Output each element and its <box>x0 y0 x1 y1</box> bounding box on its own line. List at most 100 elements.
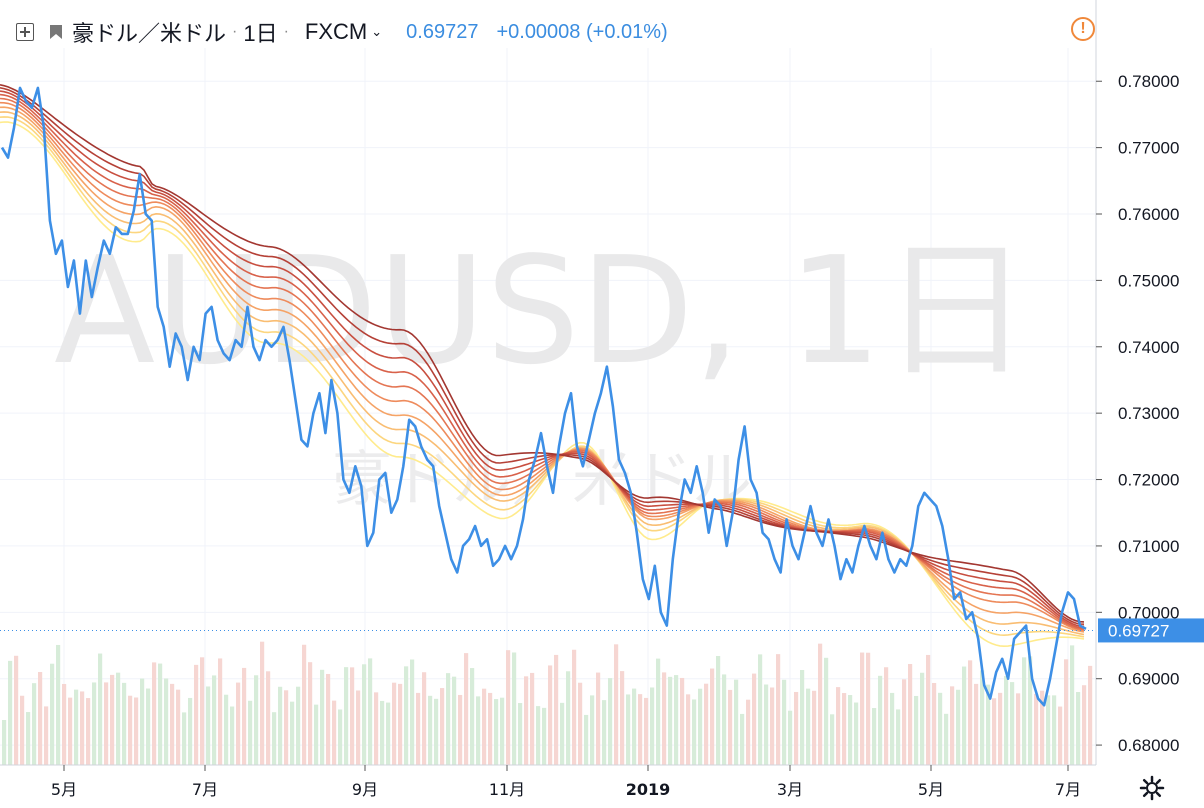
volume-bar <box>314 704 319 765</box>
volume-bar <box>164 678 169 765</box>
volume-bar <box>908 663 913 765</box>
x-tick-label: 5月 <box>918 780 944 799</box>
volume-bar <box>710 668 715 765</box>
y-tick-label: 0.69000 <box>1118 670 1179 689</box>
volume-bar <box>638 694 643 765</box>
volume-bar <box>770 687 775 765</box>
volume-bar <box>860 652 865 765</box>
x-tick-label: 5月 <box>51 780 77 799</box>
volume-bar <box>716 656 721 765</box>
volume-bar <box>974 683 979 765</box>
price-line[interactable] <box>0 86 1087 707</box>
volume-bar <box>494 699 499 765</box>
volume-bar <box>290 701 295 765</box>
chart-header: 豪ドル／米ドル · 1日 · FXCM ⌄ 0.69727 +0.00008 (… <box>16 14 668 50</box>
volume-bar <box>692 699 697 765</box>
volume-bar <box>962 666 967 765</box>
volume-bar <box>602 700 607 765</box>
volume-bar <box>68 697 73 765</box>
volume-bar <box>116 672 121 765</box>
chevron-down-icon[interactable]: ⌄ <box>371 24 383 39</box>
volume-bar <box>662 672 667 765</box>
volume-bar <box>944 713 949 765</box>
volume-bar <box>470 668 475 765</box>
volume-bar <box>824 657 829 765</box>
volume-bar <box>524 676 529 765</box>
volume-bar <box>98 653 103 765</box>
volume-bar <box>584 714 589 765</box>
gear-icon[interactable] <box>1138 774 1166 802</box>
volume-bar <box>1088 665 1093 765</box>
volume-bar <box>752 673 757 765</box>
x-tick-label: 7月 <box>192 780 218 799</box>
volume-bar <box>896 709 901 765</box>
y-tick-label: 0.73000 <box>1118 404 1179 423</box>
volume-bar <box>902 679 907 765</box>
volume-bar <box>284 690 289 765</box>
volume-bar <box>200 657 205 765</box>
volume-bar <box>1004 676 1009 765</box>
volume-bar <box>122 682 127 765</box>
volume-bar <box>1046 695 1051 765</box>
volume-bar <box>788 710 793 765</box>
volume-bar <box>872 708 877 765</box>
volume-bar <box>182 712 187 765</box>
volume-bar <box>50 663 55 765</box>
expand-square-icon[interactable] <box>16 23 34 41</box>
x-tick-label: 3月 <box>777 780 803 799</box>
volume-bar <box>806 688 811 765</box>
volume-bar <box>1034 693 1039 765</box>
volume-bar <box>590 695 595 765</box>
volume-bar <box>608 678 613 765</box>
volume-bar <box>254 675 259 765</box>
volume-bar <box>776 654 781 765</box>
volume-bar <box>722 674 727 765</box>
volume-bar <box>146 688 151 765</box>
exchange-label[interactable]: FXCM <box>304 19 368 44</box>
y-axis[interactable]: 0.78000 0.77000 0.76000 0.75000 0.74000 0.730… <box>1096 72 1179 755</box>
volume-bar <box>446 673 451 765</box>
last-price: 0.69727 <box>406 20 479 43</box>
volume-bar <box>104 682 109 765</box>
symbol-label[interactable]: 豪ドル／米ドル <box>72 21 227 46</box>
volume-bar <box>212 675 217 765</box>
volume-bar <box>626 694 631 765</box>
volume-bar <box>560 702 565 765</box>
volume-bar <box>758 654 763 765</box>
volume-bar <box>488 692 493 765</box>
x-axis[interactable]: 5月 7月 9月 11月 2019 3月 5月 7月 <box>51 765 1081 799</box>
last-price-badge <box>1098 618 1204 643</box>
volume-bar <box>518 703 523 765</box>
volume-bar <box>260 641 265 765</box>
volume-bar <box>620 671 625 765</box>
volume-bar <box>674 675 679 765</box>
volume-bar <box>866 652 871 765</box>
volume-bar <box>572 649 577 765</box>
volume-bar <box>800 670 805 765</box>
volume-bar <box>368 658 373 765</box>
volume-bar <box>992 698 997 765</box>
price-change: +0.00008 (+0.01%) <box>496 20 668 43</box>
volume-bar <box>554 654 559 765</box>
volume-bar <box>302 644 307 765</box>
volume-bar <box>998 692 1003 765</box>
y-tick-label: 0.71000 <box>1118 537 1179 556</box>
volume-bar <box>986 684 991 765</box>
volume-bar <box>152 662 157 765</box>
y-tick-label: 0.78000 <box>1118 72 1179 91</box>
alert-exclamation-icon[interactable]: ! <box>1071 17 1095 41</box>
grid-lines <box>0 48 1096 765</box>
flag-icon[interactable] <box>48 24 64 40</box>
volume-bar <box>746 699 751 765</box>
volume-bar <box>374 692 379 765</box>
volume-bar <box>932 682 937 765</box>
volume-bar <box>596 672 601 765</box>
volume-bar <box>392 682 397 765</box>
interval-label[interactable]: 1日 <box>243 21 278 46</box>
volume-bar <box>926 654 931 765</box>
volume-bar <box>914 695 919 765</box>
volume-bar <box>1052 695 1057 765</box>
volume-bar <box>728 689 733 765</box>
y-tick-label: 0.77000 <box>1118 139 1179 158</box>
